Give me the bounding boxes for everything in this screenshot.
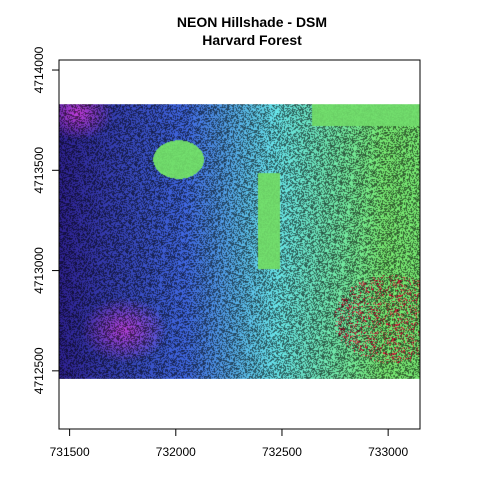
x-tick-label: 733000 bbox=[368, 445, 408, 459]
x-tick-label: 732000 bbox=[156, 445, 196, 459]
y-tick-label: 4713000 bbox=[32, 247, 46, 294]
x-axis: 731500 732000 732500 733000 bbox=[50, 429, 408, 459]
plot-subtitle: Harvard Forest bbox=[202, 32, 302, 48]
x-tick-label: 732500 bbox=[262, 445, 302, 459]
hillshade-image bbox=[59, 104, 420, 379]
plot-title: NEON Hillshade - DSM bbox=[177, 14, 327, 30]
y-tick-label: 4714000 bbox=[32, 46, 46, 93]
plot-frame bbox=[58, 59, 421, 430]
y-axis: 4712500 4713000 4713500 4714000 bbox=[32, 46, 59, 394]
y-tick-label: 4713500 bbox=[32, 147, 46, 194]
hillshade-raster bbox=[59, 104, 420, 379]
x-tick-label: 731500 bbox=[50, 445, 90, 459]
y-tick-label: 4712500 bbox=[32, 347, 46, 394]
